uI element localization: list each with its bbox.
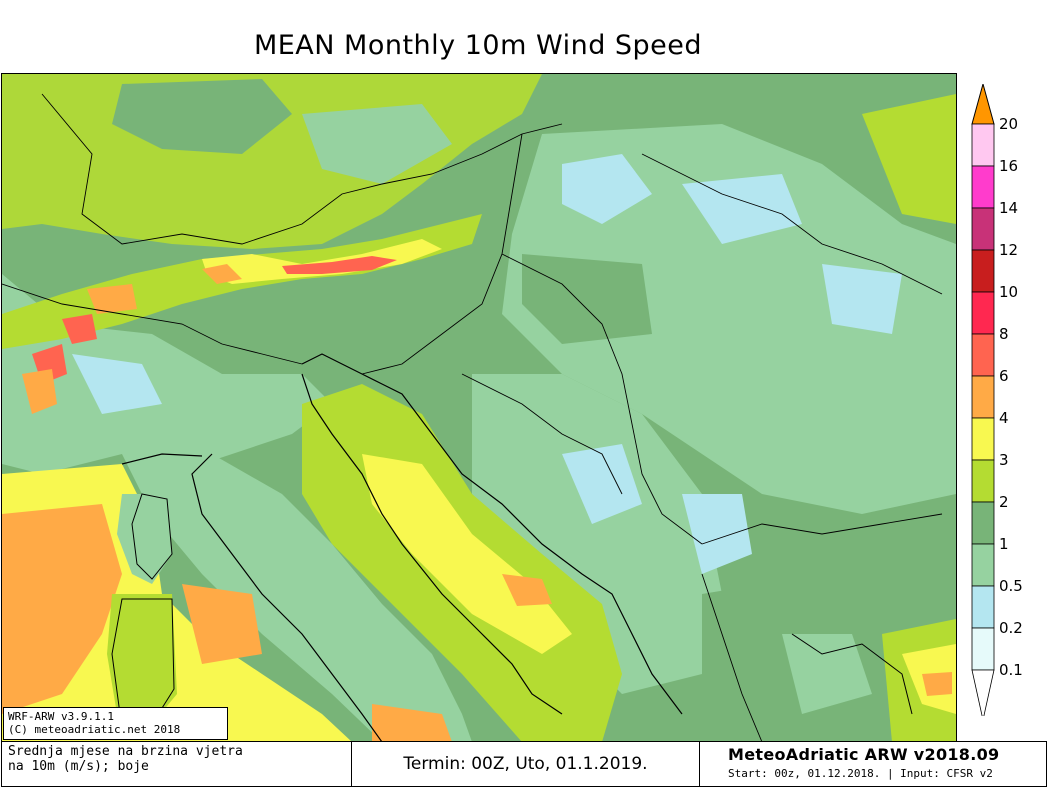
field-western-alps-strong — [22, 369, 57, 414]
footer-description: Srednja mjese na brzina vjetra na 10m (m… — [2, 742, 352, 786]
field-alpine-very-strong — [282, 256, 397, 274]
colorbar-swatch-12 — [971, 249, 995, 293]
colorbar-label-4: 4 — [999, 409, 1009, 427]
field-sardinia — [107, 594, 177, 724]
colorbar-swatch-0.1 — [971, 669, 995, 716]
description-line-2: na 10m (m/s); boje — [8, 759, 149, 774]
colorbar-swatch-16 — [971, 165, 995, 209]
colorbar-swatch-0.2 — [971, 627, 995, 671]
run-info: Start: 00z, 01.12.2018. | Input: CFSR v2 — [728, 767, 993, 780]
colorbar-swatch-20 — [971, 123, 995, 167]
border-north — [41, 93, 563, 245]
coastline-aegean — [791, 633, 913, 715]
field-po-valley — [2, 274, 332, 474]
field-ne-moderate — [862, 94, 956, 224]
colorbar-label-0.2: 0.2 — [999, 619, 1023, 637]
colorbar-swatch-0.5 — [971, 585, 995, 629]
colorbar-label-12: 12 — [999, 241, 1019, 259]
field-ligurian-strong — [2, 504, 122, 714]
field-calm-patch-5 — [682, 494, 752, 574]
colorbar-label-14: 14 — [999, 199, 1019, 217]
coastline-italy-west — [191, 453, 383, 742]
colorbar-label-10: 10 — [999, 283, 1019, 301]
field-calm-patch-3 — [822, 264, 902, 334]
border-austria-hungary — [361, 133, 523, 375]
colorbar-swatch-3 — [971, 459, 995, 503]
model-copyright: (C) meteoadriatic.net 2018 — [8, 723, 181, 736]
colorbar-label-6: 6 — [999, 367, 1009, 385]
border-croatia-bosnia — [461, 373, 623, 495]
colorbar-label-2: 2 — [999, 493, 1009, 511]
field-south-strong — [372, 704, 452, 742]
field-calm-patch-1 — [562, 154, 652, 224]
colorbar-swatch-2 — [971, 501, 995, 545]
field-italy-land — [122, 454, 472, 742]
border-slovakia — [641, 153, 943, 295]
colorbar-label-8: 8 — [999, 325, 1009, 343]
brand-name: MeteoAdriatic ARW v2018.09 — [728, 745, 1000, 764]
field-corsica — [117, 494, 172, 584]
field-north-calm — [302, 104, 452, 184]
colorbar-swatch-14 — [971, 207, 995, 251]
field-tyrrhenian-strong — [182, 584, 262, 664]
field-pannonian-calm — [502, 124, 956, 514]
field-alpine-strong-2 — [87, 284, 137, 314]
wind-field-svg — [2, 74, 956, 742]
colorbar-label-0.1: 0.1 — [999, 661, 1023, 679]
field-balkan-calm — [472, 374, 722, 694]
colorbar-label-3: 3 — [999, 451, 1009, 469]
colorbar-swatch-6 — [971, 375, 995, 419]
field-calm-patch-6 — [782, 634, 872, 714]
border-hungary-serbia — [501, 253, 703, 545]
map-title: MEAN Monthly 10m Wind Speed — [253, 30, 703, 61]
field-calm-patch-2 — [682, 174, 802, 244]
footer-bar: Srednja mjese na brzina vjetra na 10m (m… — [1, 741, 1047, 787]
description-line-1: Srednja mjese na brzina vjetra — [8, 744, 243, 759]
field-adriatic-strong — [502, 574, 552, 606]
coastline-liguria — [121, 453, 203, 465]
colorbar-swatch-10 — [971, 291, 995, 335]
model-version: WRF-ARW v3.9.1.1 — [8, 710, 114, 723]
field-calm-patch-7 — [72, 354, 162, 414]
colorbar-swatch-4 — [971, 417, 995, 461]
colorbar-swatch-8 — [971, 333, 995, 377]
footer-brand-block: MeteoAdriatic ARW v2018.09 Start: 00z, 0… — [700, 742, 1046, 786]
coastline-corsica — [131, 493, 173, 580]
border-romania-bulgaria — [701, 513, 943, 545]
field-aegean-strong — [922, 672, 952, 696]
border-italy-north — [2, 283, 303, 365]
footer-termin: Termin: 00Z, Uto, 01.1.2019. — [352, 742, 700, 786]
colorbar-label-0.5: 0.5 — [999, 577, 1023, 595]
coastline-italy-east — [301, 373, 563, 715]
colorbar-label-16: 16 — [999, 157, 1019, 175]
field-hungary-plain — [522, 254, 652, 344]
colorbar-top-arrow — [971, 84, 995, 125]
field-calm-patch-4 — [562, 444, 642, 524]
colorbar-label-20: 20 — [999, 115, 1019, 133]
border-macedonia — [701, 573, 763, 742]
colorbar — [971, 84, 995, 716]
field-alpine-very-strong-2 — [62, 314, 97, 344]
wind-speed-map — [1, 73, 957, 743]
field-alpine-fresh — [202, 239, 442, 284]
field-alpine-strong-1 — [202, 264, 242, 284]
colorbar-label-1: 1 — [999, 535, 1009, 553]
colorbar-swatch-1 — [971, 543, 995, 587]
model-info-box: WRF-ARW v3.9.1.1 (C) meteoadriatic.net 2… — [3, 707, 228, 740]
field-north-patch — [112, 79, 292, 154]
